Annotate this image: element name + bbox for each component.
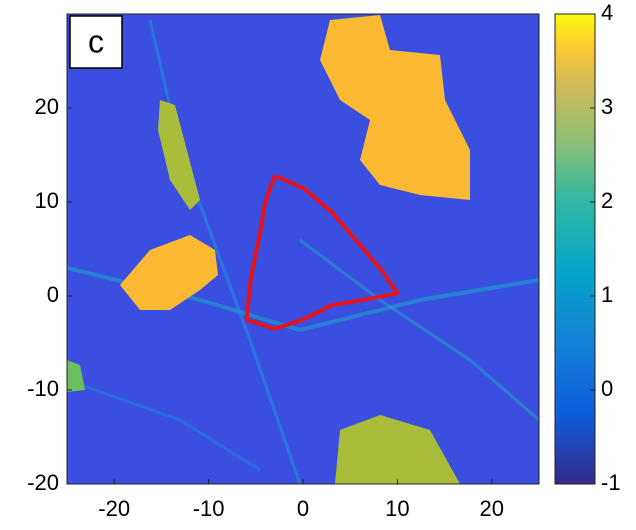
colorbar-tick-label: 4	[601, 0, 613, 25]
panel-label-box	[69, 15, 123, 69]
y-tick-label: 20	[35, 94, 59, 119]
x-tick-label: 10	[385, 496, 409, 521]
colorbar-tick-label: 1	[601, 282, 613, 307]
x-tick-label: 0	[297, 496, 309, 521]
heatmap-field	[67, 14, 539, 484]
x-tick-label: 20	[480, 496, 504, 521]
colorbar	[554, 13, 596, 485]
x-tick-label: -20	[98, 496, 130, 521]
panel-label: c	[88, 23, 104, 59]
colorbar-tick-label: 3	[601, 94, 613, 119]
x-tick-label: -10	[193, 496, 225, 521]
y-tick-label: -20	[27, 470, 59, 495]
colorbar-tick-label: 2	[601, 188, 613, 213]
colorbar-tick-label: -1	[601, 470, 621, 495]
y-tick-label: -10	[27, 376, 59, 401]
contour-line	[244, 173, 400, 331]
colorbar-tick-label: 0	[601, 376, 613, 401]
y-tick-label: 0	[47, 282, 59, 307]
y-tick-label: 10	[35, 188, 59, 213]
